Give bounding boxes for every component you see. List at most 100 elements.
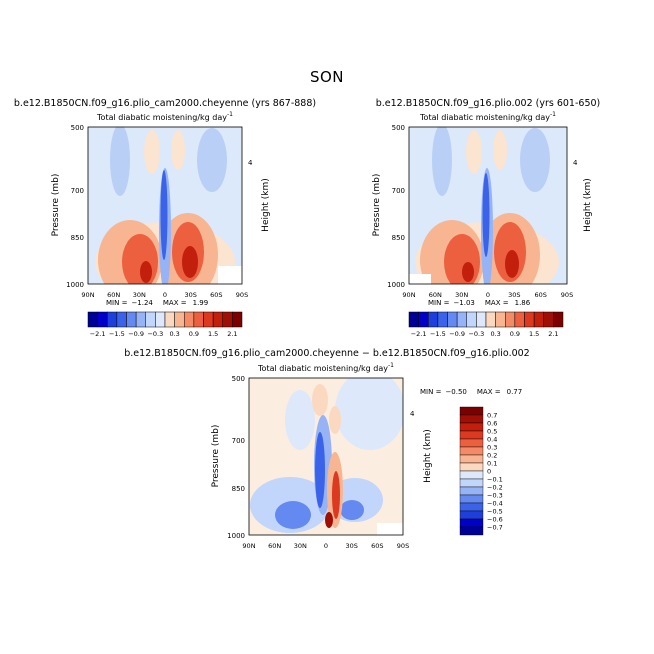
colorbar-swatch [174,311,185,328]
panel-top-right: b.e12.B1850CN.f09_g16.plio.002 (yrs 601-… [372,98,600,307]
colorbar-label: 2.1 [227,330,237,338]
xtick-label: 60N [107,291,120,299]
colorbar-label: −0.5 [487,508,503,516]
panel-title: b.e12.B1850CN.f09_g16.plio_cam2000.cheye… [124,348,529,359]
colorbar-swatch [447,311,458,328]
ytick-label: 500 [232,375,245,383]
colorbar-label: 0.3 [490,330,500,338]
colorbar-label: −0.1 [487,476,503,484]
colorbar-label: −0.4 [487,500,503,508]
xtick-label: 30N [294,542,307,550]
colorbar-swatch [164,311,175,328]
colorbar-label: 0.5 [487,428,497,436]
pos-max [325,512,333,528]
colorbar-swatch [145,311,156,328]
ytick-label: 850 [232,485,245,493]
right-tick-label: 4 [410,410,415,418]
colorbar-swatch [456,311,467,328]
colorbar-swatch [533,311,544,328]
neg-region-nh-upper [285,390,315,450]
pos-patch [329,406,341,434]
colorbar-label: −0.7 [487,524,503,532]
colorbar-swatch [505,311,516,328]
colorbar-label: −0.2 [487,484,503,492]
colorbar-difference: 0.70.60.50.40.30.20.10−0.1−0.2−0.3−0.4−0… [459,406,503,536]
ytick-label: 1000 [227,532,245,540]
pos-max-nh [140,261,152,283]
colorbar-swatch [459,486,484,496]
colorbar-swatch [459,430,484,440]
contour-field [249,378,403,535]
colorbar-swatch [524,311,535,328]
colorbar-swatch [408,311,419,328]
colorbar-swatch [155,311,166,328]
ytick-label: 500 [71,124,84,132]
neg-column-inner [315,432,325,508]
min-max-readout: MIN = −1.24 MAX = 1.99 [106,299,208,307]
panel-top-left: b.e12.B1850CN.f09_g16.plio_cam2000.cheye… [14,98,316,307]
colorbar-label: 1.5 [529,330,539,338]
colorbar-swatch [459,526,484,536]
colorbar-swatch [466,311,477,328]
colorbar-swatch [193,311,204,328]
colorbar-swatch [418,311,429,328]
colorbar-label: −2.1 [411,330,427,338]
colorbar-label: −1.5 [109,330,125,338]
contour-field [409,127,567,284]
neg-core-nh-lower [275,501,311,529]
colorbar-swatch [459,462,484,472]
missing-data [409,274,431,284]
ytick-label: 700 [71,187,84,195]
colorbar-top-right: −2.1 −1.5 −0.9 −0.3 0.3 0.9 1.5 2.1 [408,311,564,338]
colorbar-top-left: −2.1 −1.5 −0.9 −0.3 0.3 0.9 1.5 2.1 [87,311,243,338]
ytick-label: 1000 [387,281,405,289]
colorbar-label: 0.3 [169,330,179,338]
xtick-label: 60S [371,542,383,550]
panel-title: b.e12.B1850CN.f09_g16.plio_cam2000.cheye… [14,98,316,109]
xtick-label: 90S [561,291,573,299]
colorbar-swatch [222,311,233,328]
colorbar-label: 2.1 [548,330,558,338]
xtick-label: 90N [242,542,255,550]
missing-data [218,266,242,284]
xtick-label: 30S [345,542,357,550]
xtick-label: 0 [324,542,328,550]
colorbar-swatch [459,470,484,480]
neg-anomaly-nh-upper [110,127,130,196]
xtick-label: 90S [397,542,409,550]
ytick-label: 500 [392,124,405,132]
xtick-label: 60N [268,542,281,550]
colorbar-swatch [459,494,484,504]
colorbar-swatch [428,311,439,328]
colorbar-swatch [203,311,214,328]
colorbar-label: −0.3 [468,330,484,338]
colorbar-swatch [87,311,98,328]
xtick-label: 90N [81,291,94,299]
colorbar-label: −0.9 [449,330,465,338]
colorbar-label: 0 [487,468,491,476]
field-title: Total diabatic moistening/kg day-1 [257,362,394,373]
right-axis-label: Height (km) [423,429,433,483]
pos-anomaly-upper [493,130,507,170]
right-axis-label: Height (km) [583,178,593,232]
neg-core-sh-lower [340,500,364,520]
panel-difference: b.e12.B1850CN.f09_g16.plio_cam2000.cheye… [124,348,529,550]
pos-anomaly-upper [466,130,482,174]
colorbar-swatch [459,478,484,488]
colorbar-swatch [437,311,448,328]
colorbar-label: 0.6 [487,420,497,428]
xtick-label: 30S [184,291,196,299]
min-max-readout: MIN = −0.50 MAX = 0.77 [420,388,522,396]
colorbar-label: −0.9 [128,330,144,338]
xtick-label: 30N [455,291,468,299]
colorbar-swatch [135,311,146,328]
colorbar-swatch [459,438,484,448]
neg-column-inner [482,173,490,257]
xtick-label: 60S [534,291,546,299]
y-axis-label: Pressure (mb) [372,174,382,237]
xtick-label: 30S [508,291,520,299]
colorbar-swatch [459,510,484,520]
plot-frame [248,377,404,536]
colorbar-label: −0.3 [147,330,163,338]
